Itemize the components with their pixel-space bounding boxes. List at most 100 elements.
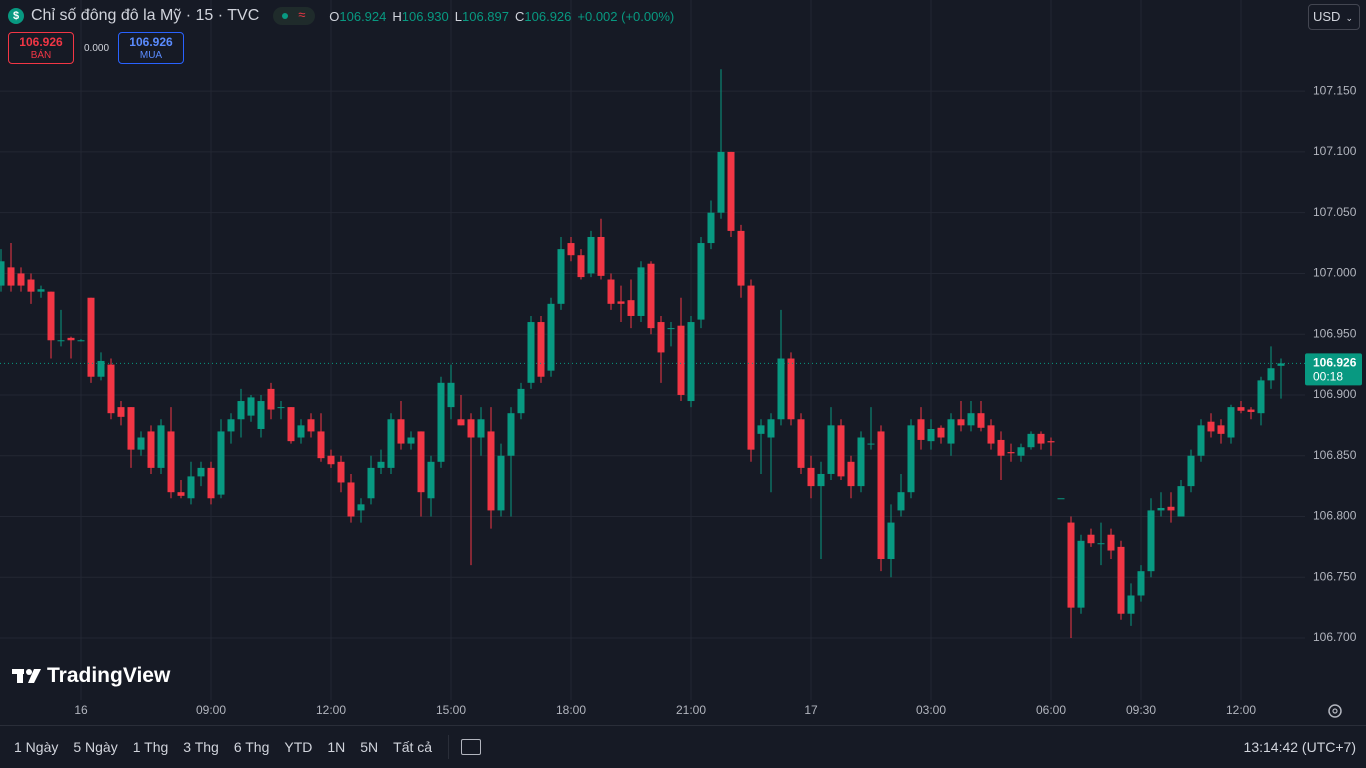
candle-body [97,360,105,377]
sell-price: 106.926 [19,35,63,49]
candle-body [1057,498,1065,500]
candle-body [827,425,835,474]
candle-body [767,419,775,438]
range-button[interactable]: 6 Thg [233,739,270,755]
symbol-icon: $ [8,8,24,24]
candle-body [757,425,765,434]
candle-body [967,413,975,426]
candle-body [277,407,285,409]
x-tick-label: 03:00 [916,703,946,717]
candle-body [1037,433,1045,444]
candle-body [57,340,65,342]
settings-icon [1328,704,1342,718]
candle-body [287,407,295,442]
candle-body [637,267,645,316]
candle-body [917,419,925,440]
candle-body [1177,486,1185,517]
y-tick-label: 106.950 [1313,326,1357,340]
candle-body [777,358,785,420]
candle-body [837,425,845,477]
range-button[interactable]: 5N [360,739,379,755]
candle-body [937,427,945,438]
y-tick-label: 106.750 [1313,569,1357,583]
candle-body [457,419,465,426]
candle-body [1107,534,1115,551]
candle-body [657,322,665,353]
candle-body [617,301,625,304]
y-tick-label: 107.150 [1313,83,1357,97]
candle-body [347,482,355,517]
buy-price: 106.926 [129,35,173,49]
candle-body [1167,506,1175,511]
x-tick-label: 15:00 [436,703,466,717]
candle-body [297,425,305,438]
candle-body [1147,510,1155,572]
candle-body [737,230,745,286]
range-button[interactable]: 3 Thg [183,739,219,755]
clock: 13:14:42 (UTC+7) [1243,739,1356,755]
candle-body [357,504,365,511]
candle-body [547,303,555,371]
candle-body [217,431,225,495]
ohlc-value: 106.930 [401,8,449,24]
candle-body [1137,571,1145,596]
candle-body [327,455,335,465]
candle-body [647,263,655,329]
candle-body [237,401,245,420]
candle-body [417,431,425,493]
candle-body [677,325,685,395]
candle-body [37,289,45,292]
candle-body [1007,452,1015,454]
candle-body [1277,363,1285,366]
last-price-box [1305,353,1362,386]
candle-body [447,382,455,408]
candle-body [847,461,855,487]
ohlc-label: L [454,8,462,24]
sell-button[interactable]: 106.926 BÁN [8,32,74,64]
candle-body [437,382,445,462]
candle-body [877,431,885,560]
currency-select[interactable]: USD ⌄ [1308,4,1360,30]
range-button[interactable]: 5 Ngày [73,739,118,755]
ohlc-label: O [329,8,340,24]
candle-body [907,425,915,493]
range-button[interactable]: 1N [327,739,346,755]
x-tick-label: 09:30 [1126,703,1156,717]
candle-body [1237,407,1245,411]
ohlc-label: C [515,8,525,24]
candle-body [317,431,325,459]
candle-body [337,461,345,483]
candle-body [47,291,55,341]
candle-body [817,473,825,487]
ohlc-item: H106.930 [392,9,448,24]
status-pill[interactable]: ≈ [273,7,316,25]
candle-body [497,455,505,511]
range-button[interactable]: 1 Ngày [14,739,59,755]
candle-body [707,212,715,244]
buy-button[interactable]: 106.926 MUA [118,32,184,64]
ohlc-value: 106.926 [524,8,572,24]
range-button[interactable]: Tất cả [393,739,433,755]
bottom-toolbar: 1 Ngày 5 Ngày 1 Thg 3 Thg 6 Thg YTD 1N 5N Tất cả… [0,726,1366,768]
x-tick-label: 18:00 [556,703,586,717]
y-tick-label: 106.800 [1313,509,1357,523]
spread: 0.000 [84,43,110,54]
logo-text: TradingView [47,664,171,687]
ohlc-label: H [392,8,402,24]
candle-body [1267,368,1275,381]
candle-body [997,439,1005,456]
candle-body [147,431,155,468]
candle-body [887,522,895,560]
ohlc-values: O106.924 H106.930 L106.897 C106.926 +0.0… [323,9,674,24]
chart: 106.700 106.750 106.800 106.850 106.900 106.9… [0,0,1366,726]
candle-body [27,279,35,292]
candle-body [1077,540,1085,608]
candle-body [477,419,485,438]
candle-body [667,328,675,330]
range-button[interactable]: 1 Thg [132,739,169,755]
sell-label: BÁN [30,50,52,61]
logo-mark [12,669,41,683]
range-button[interactable]: YTD [284,739,313,755]
symbol-title[interactable]: Chỉ số đông đô la Mỹ · 15 · TVC [31,7,260,24]
date-range-button[interactable] [461,739,482,755]
